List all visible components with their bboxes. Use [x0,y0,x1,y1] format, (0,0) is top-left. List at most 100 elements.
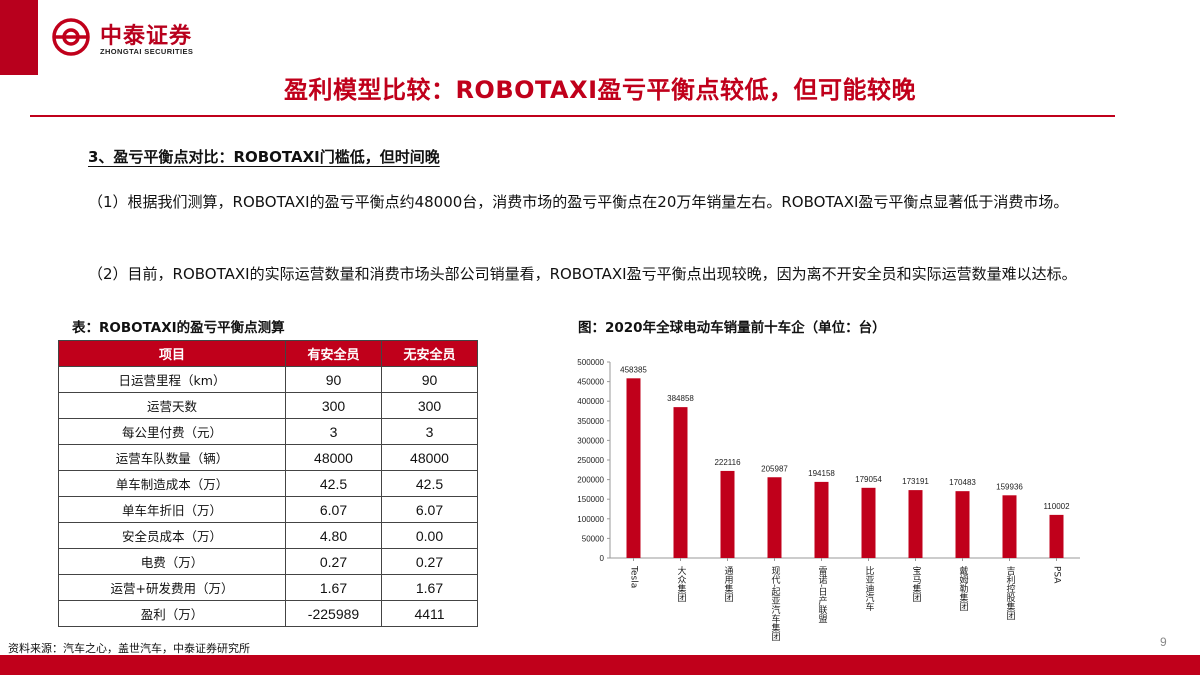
table-header-row: 项目 有安全员 无安全员 [58,340,478,367]
bar [673,407,688,558]
table-cell-item: 单车制造成本（万） [58,470,286,497]
bar-value-label: 170483 [949,478,976,487]
table-cell-without-safety: 300 [381,392,478,419]
y-tick-label: 300000 [577,436,604,445]
table-cell-item: 每公里付费（元） [58,418,286,445]
page-number: 9 [1160,635,1167,649]
table-cell-without-safety: 90 [381,366,478,393]
header-accent-bar [0,0,38,75]
x-category-label: 戴姆勒集团 [958,565,969,612]
x-category-label: 雷诺-日产联盟 [817,566,828,623]
table-row: 运营天数 300 300 [58,392,478,419]
table-row: 盈利（万） -225989 4411 [58,600,478,627]
table-cell-item: 电费（万） [58,548,286,575]
bar [814,481,829,558]
table-cell-with-safety: 1.67 [285,574,382,601]
table-cell-without-safety: 0.27 [381,548,478,575]
table-cell-without-safety: 6.07 [381,496,478,523]
bar [1002,495,1017,558]
x-category-label: 现代-起亚汽车集团 [770,566,781,642]
bar [720,470,735,558]
bar-value-label: 458385 [620,365,647,374]
bar-value-label: 205987 [761,464,788,473]
table-row: 日运营里程（km） 90 90 [58,366,478,393]
bar [626,378,641,558]
brand-logo-icon [52,18,90,56]
bar-value-label: 179054 [855,475,882,484]
section-heading: 3、盈亏平衡点对比：ROBOTAXI门槛低，但时间晚 [88,148,440,166]
bar [908,490,923,558]
x-category-label: 大众集团 [676,565,687,603]
table-row: 电费（万） 0.27 0.27 [58,548,478,575]
table-header-without-safety: 无安全员 [381,340,478,367]
y-tick-label: 150000 [577,495,604,504]
table-cell-without-safety: 4411 [381,600,478,627]
table-cell-with-safety: 4.80 [285,522,382,549]
y-tick-label: 0 [600,554,605,563]
bar [955,491,970,558]
table-row: 运营+研发费用（万） 1.67 1.67 [58,574,478,601]
y-tick-label: 50000 [582,534,605,543]
table-cell-without-safety: 48000 [381,444,478,471]
brand-name-cn: 中泰证券 [100,24,193,49]
table-row: 运营车队数量（辆） 48000 48000 [58,444,478,471]
table-cell-with-safety: 0.27 [285,548,382,575]
table-cell-without-safety: 3 [381,418,478,445]
bar-value-label: 194158 [808,469,835,478]
table-cell-with-safety: 90 [285,366,382,393]
table-cell-item: 安全员成本（万） [58,522,286,549]
bar-value-label: 173191 [902,477,929,486]
y-tick-label: 500000 [577,358,604,367]
y-tick-label: 400000 [577,397,604,406]
x-category-label: Tesla [629,565,639,588]
table-row: 单车年折旧（万） 6.07 6.07 [58,496,478,523]
table-cell-without-safety: 42.5 [381,470,478,497]
table-row: 单车制造成本（万） 42.5 42.5 [58,470,478,497]
table-cell-item: 运营天数 [58,392,286,419]
table-cell-without-safety: 0.00 [381,522,478,549]
table-cell-with-safety: 6.07 [285,496,382,523]
table-cell-item: 运营车队数量（辆） [58,444,286,471]
y-tick-label: 450000 [577,378,604,387]
y-tick-label: 100000 [577,515,604,524]
x-category-label: PSA [1052,566,1062,584]
table-cell-with-safety: 48000 [285,444,382,471]
bar-value-label: 222116 [714,458,741,467]
table-caption: 表：ROBOTAXI的盈亏平衡点测算 [72,320,285,336]
table-row: 每公里付费（元） 3 3 [58,418,478,445]
page-title: 盈利模型比较：ROBOTAXI盈亏平衡点较低，但可能较晚 [283,76,917,104]
brand-name-en: ZHONGTAI SECURITIES [100,47,194,56]
paragraph-2: （2）目前，ROBOTAXI的实际运营数量和消费市场头部公司销量看，ROBOTA… [88,265,1077,283]
title-divider [30,115,1115,117]
breakeven-table: 项目 有安全员 无安全员 日运营里程（km） 90 90 运营天数 300 300 每公里付… [58,340,478,627]
y-tick-label: 200000 [577,476,604,485]
table-cell-with-safety: 300 [285,392,382,419]
table-cell-item: 单车年折旧（万） [58,496,286,523]
x-category-label: 通用集团 [723,566,734,603]
paragraph-1: （1）根据我们测算，ROBOTAXI的盈亏平衡点约48000台，消费市场的盈亏平… [88,193,1069,211]
bar [861,487,876,558]
x-category-label: 宝马集团 [911,565,922,603]
source-note: 资料来源：汽车之心，盖世汽车，中泰证券研究所 [8,642,250,655]
table-header-item: 项目 [58,340,286,367]
ev-sales-chart: 0 50000 100000 150000 200000 250000 300000 3500… [577,358,1080,642]
table-cell-with-safety: 3 [285,418,382,445]
table-cell-item: 日运营里程（km） [58,366,286,393]
bar-value-label: 384858 [667,394,694,403]
table-cell-item: 运营+研发费用（万） [58,574,286,601]
y-tick-label: 350000 [577,417,604,426]
x-category-label: 比亚迪汽车 [864,565,875,612]
bar [1049,514,1064,558]
table-cell-item: 盈利（万） [58,600,286,627]
bar-value-label: 159936 [996,482,1023,491]
x-category-label: 吉利控股集团 [1005,566,1016,621]
table-cell-without-safety: 1.67 [381,574,478,601]
brand-logo: 中泰证券 ZHONGTAI SECURITIES [52,14,242,64]
table-row: 安全员成本（万） 4.80 0.00 [58,522,478,549]
chart-caption: 图：2020年全球电动车销量前十车企（单位：台） [578,320,886,336]
table-cell-with-safety: 42.5 [285,470,382,497]
bar-value-label: 110002 [1043,502,1070,511]
table-header-with-safety: 有安全员 [285,340,382,367]
footer-bar [0,655,1200,675]
y-tick-label: 250000 [577,456,604,465]
